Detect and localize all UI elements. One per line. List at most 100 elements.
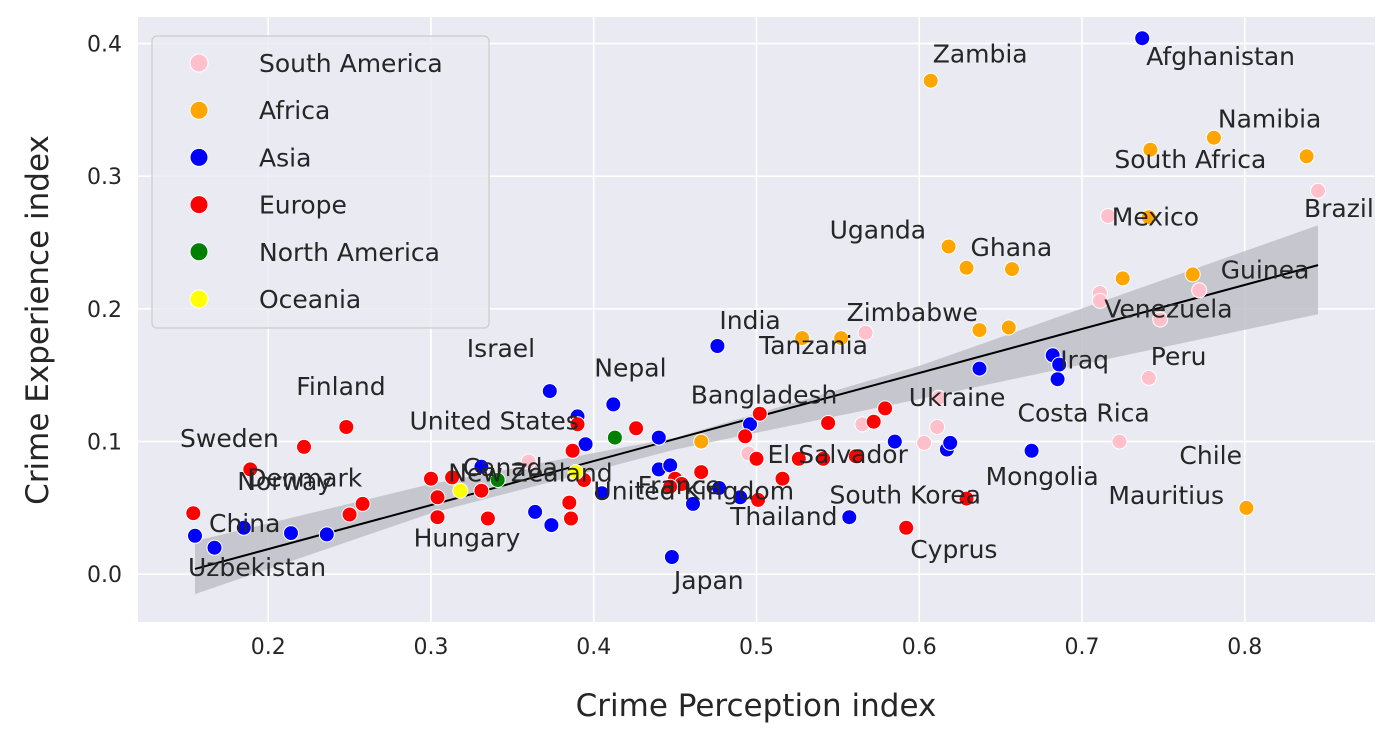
legend-label: Africa [259,96,330,125]
oceania-point [567,464,584,481]
y-tick-label: 0.1 [87,431,122,456]
asia-point [685,495,701,512]
africa-point [693,433,710,450]
oceania-point [452,482,469,499]
point-label: Zambia [933,40,1028,69]
point-label: United Kingdom [593,477,794,506]
europe-point [429,509,446,526]
europe-point [662,478,679,495]
x-tick-label: 0.6 [902,635,937,660]
south-america-point [916,434,933,451]
asia-point [318,526,335,543]
south-america-point [1100,208,1117,224]
legend-label: North America [259,238,440,267]
point-label: Guinea [1221,255,1310,284]
europe-point [242,461,259,478]
africa-point [1184,266,1201,283]
europe-point [693,464,710,481]
asia-point [650,429,667,446]
point-label: South Africa [1114,145,1266,174]
south-america-point [1191,282,1208,299]
data-points [185,30,1326,565]
x-tick-label: 0.3 [413,635,448,660]
legend-label: Oceania [259,285,361,314]
south-america-point [1111,433,1128,450]
africa-point [1205,129,1222,146]
point-label: Mauritius [1108,481,1224,510]
point-label: Mexico [1112,202,1199,231]
point-label: Nepal [594,353,666,382]
y-tick-label: 0.2 [87,298,122,323]
point-label: Ghana [971,233,1053,262]
legend-marker [189,242,209,262]
point-label: Norway [237,467,332,496]
y-tick-labels: 0.0 0.1 0.2 0.3 0.4 [87,33,122,589]
asia-point [711,480,728,496]
europe-point [341,506,358,523]
point-label: Chile [1179,441,1242,470]
x-axis-title: Crime Perception index [576,688,937,724]
asia-point [942,434,959,451]
north-america-point [606,429,623,446]
europe-point [628,420,645,437]
asia-point [527,503,544,520]
europe-point [815,450,832,467]
x-tick-label: 0.4 [576,635,611,660]
legend-marker [189,195,209,215]
europe-point [479,510,496,527]
legend-label: South America [259,49,443,78]
europe-point [473,482,490,499]
europe-point [354,495,371,512]
europe-point [748,450,765,467]
asia-point [971,360,988,377]
europe-point [750,491,767,508]
point-label: Finland [296,372,385,401]
africa-point [1000,319,1017,336]
legend: South America Africa Asia Europe North Ameri… [151,35,490,329]
point-label: Thailand [729,502,837,531]
asia-point [206,539,223,556]
africa-point [922,72,939,89]
europe-point [429,489,446,506]
africa-point [971,322,988,339]
south-america-point [857,324,874,341]
europe-point [774,470,791,487]
point-label: India [719,306,780,335]
asia-point [235,519,252,536]
africa-point [1114,270,1131,287]
point-label: Namibia [1218,105,1321,134]
south-america-point [930,389,947,406]
europe-point [877,400,894,417]
legend-marker [189,147,209,167]
point-label: Peru [1151,342,1207,371]
africa-point [1298,148,1315,165]
point-labels: Zambia Afghanistan Namibia South Africa Braz… [180,40,1374,595]
europe-point [185,505,202,522]
africa-point [833,330,850,347]
point-label: Zimbabwe [847,298,978,327]
europe-point [296,438,312,455]
south-america-point [520,453,537,470]
y-axis-title: Crime Experience index [20,135,56,505]
europe-point [898,519,915,536]
asia-point [473,458,490,475]
point-label: Japan [672,566,744,595]
africa-point [794,330,811,347]
asia-point [283,525,299,542]
legend-marker [189,289,209,309]
south-america-point [1152,311,1169,328]
asia-point [663,549,680,565]
south-america-point [1140,369,1157,386]
point-label: Afghanistan [1146,42,1295,71]
x-tick-label: 0.7 [1065,635,1100,660]
europe-point [737,428,754,445]
asia-point [841,509,858,526]
south-america-point [1091,292,1108,309]
y-tick-label: 0.4 [87,33,122,58]
africa-point [958,259,975,276]
asia-point [577,436,594,453]
africa-point [1238,499,1255,516]
europe-point [865,413,882,430]
europe-point [338,419,355,435]
